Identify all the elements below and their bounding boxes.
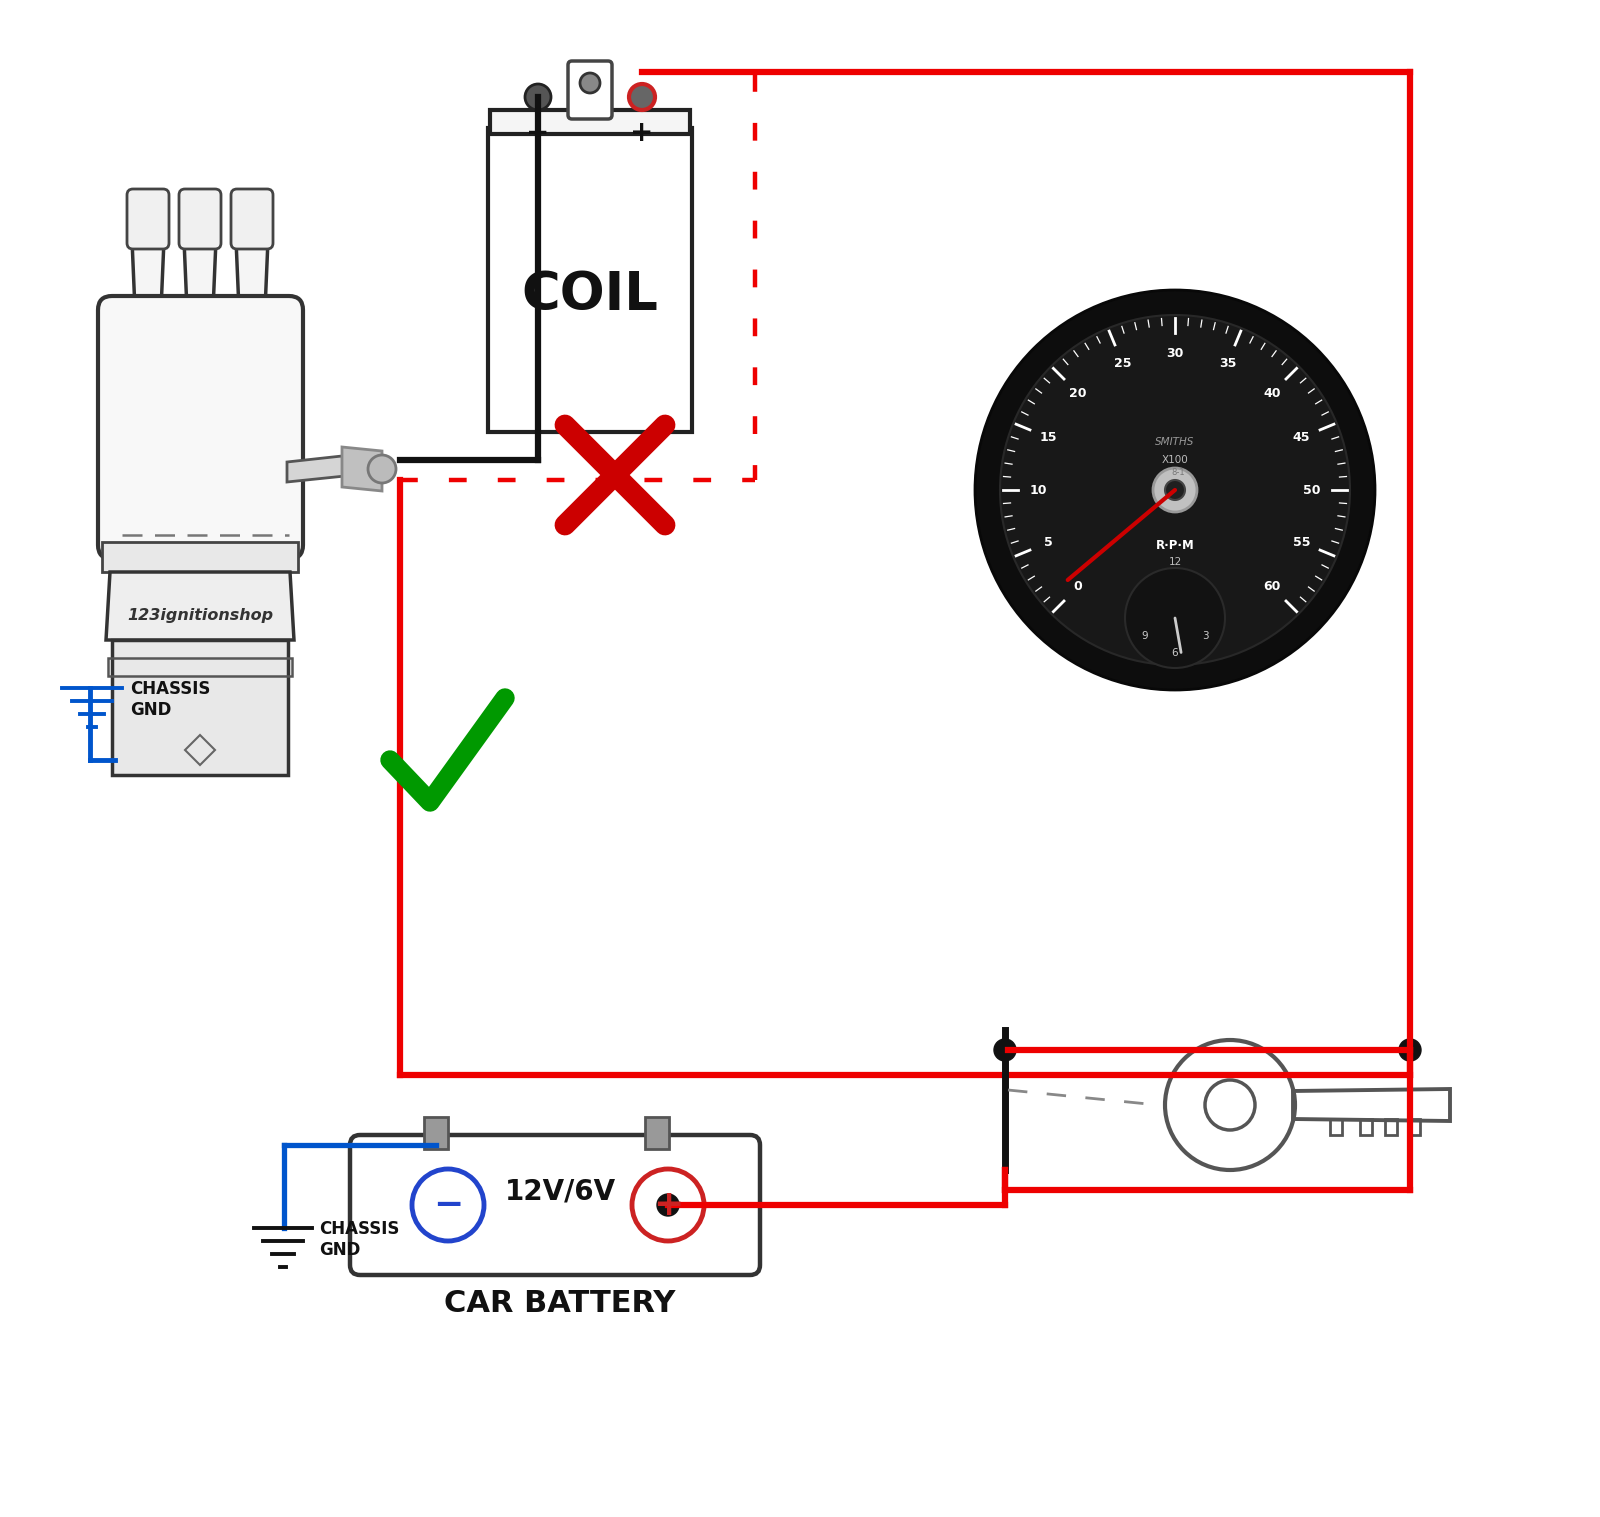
- Text: −: −: [526, 118, 550, 147]
- Text: −: −: [434, 1188, 462, 1223]
- Text: 60: 60: [1262, 581, 1280, 593]
- Polygon shape: [112, 640, 288, 775]
- Text: 123ignitionshop: 123ignitionshop: [126, 607, 274, 622]
- FancyBboxPatch shape: [179, 190, 221, 249]
- Polygon shape: [237, 240, 269, 309]
- FancyBboxPatch shape: [126, 190, 170, 249]
- Circle shape: [368, 455, 397, 482]
- Text: CAR BATTERY: CAR BATTERY: [445, 1288, 675, 1317]
- Text: 20: 20: [1069, 387, 1086, 399]
- Text: 6: 6: [1171, 648, 1178, 658]
- Polygon shape: [286, 457, 346, 482]
- Text: +: +: [653, 1188, 683, 1223]
- Text: 5: 5: [1045, 536, 1053, 549]
- Text: 12: 12: [1168, 557, 1182, 567]
- Polygon shape: [106, 572, 294, 640]
- Bar: [109, 658, 291, 677]
- Text: 12V/6V: 12V/6V: [504, 1177, 616, 1204]
- Text: SMITHS: SMITHS: [1155, 437, 1195, 448]
- FancyBboxPatch shape: [350, 1135, 760, 1274]
- Circle shape: [1154, 469, 1197, 513]
- Text: COIL: COIL: [522, 269, 659, 322]
- Circle shape: [994, 1039, 1016, 1060]
- Circle shape: [1125, 567, 1226, 667]
- Bar: [645, 1117, 669, 1148]
- FancyBboxPatch shape: [98, 296, 302, 558]
- Circle shape: [629, 83, 654, 111]
- Bar: [490, 111, 690, 133]
- Text: CHASSIS
GND: CHASSIS GND: [318, 1220, 400, 1259]
- Circle shape: [413, 1170, 483, 1241]
- Circle shape: [1165, 479, 1186, 501]
- Text: 10: 10: [1029, 484, 1046, 496]
- Text: 45: 45: [1293, 431, 1310, 444]
- FancyBboxPatch shape: [568, 61, 611, 118]
- Bar: [424, 1117, 448, 1148]
- Text: 8-1: 8-1: [1171, 467, 1186, 476]
- Text: 30: 30: [1166, 346, 1184, 360]
- Circle shape: [1000, 316, 1350, 664]
- Text: 55: 55: [1293, 536, 1310, 549]
- Text: 9: 9: [1141, 631, 1149, 640]
- Text: R·P·M: R·P·M: [1155, 539, 1194, 552]
- Polygon shape: [131, 240, 165, 309]
- Circle shape: [658, 1194, 678, 1217]
- Circle shape: [579, 73, 600, 93]
- Text: 15: 15: [1040, 431, 1058, 444]
- Text: 25: 25: [1114, 356, 1131, 370]
- Text: 35: 35: [1219, 356, 1237, 370]
- Text: 40: 40: [1262, 387, 1280, 399]
- Text: +: +: [630, 118, 654, 147]
- Circle shape: [974, 290, 1374, 690]
- Circle shape: [525, 83, 550, 111]
- FancyBboxPatch shape: [488, 127, 691, 432]
- Text: CHASSIS
GND: CHASSIS GND: [130, 680, 210, 719]
- Text: 50: 50: [1304, 484, 1320, 496]
- Bar: [102, 542, 298, 572]
- Circle shape: [632, 1170, 704, 1241]
- Text: X100: X100: [1162, 455, 1189, 466]
- Circle shape: [1398, 1039, 1421, 1060]
- FancyBboxPatch shape: [230, 190, 274, 249]
- Polygon shape: [184, 240, 216, 309]
- Text: 0: 0: [1074, 581, 1083, 593]
- Polygon shape: [342, 448, 382, 492]
- Text: 3: 3: [1202, 631, 1208, 640]
